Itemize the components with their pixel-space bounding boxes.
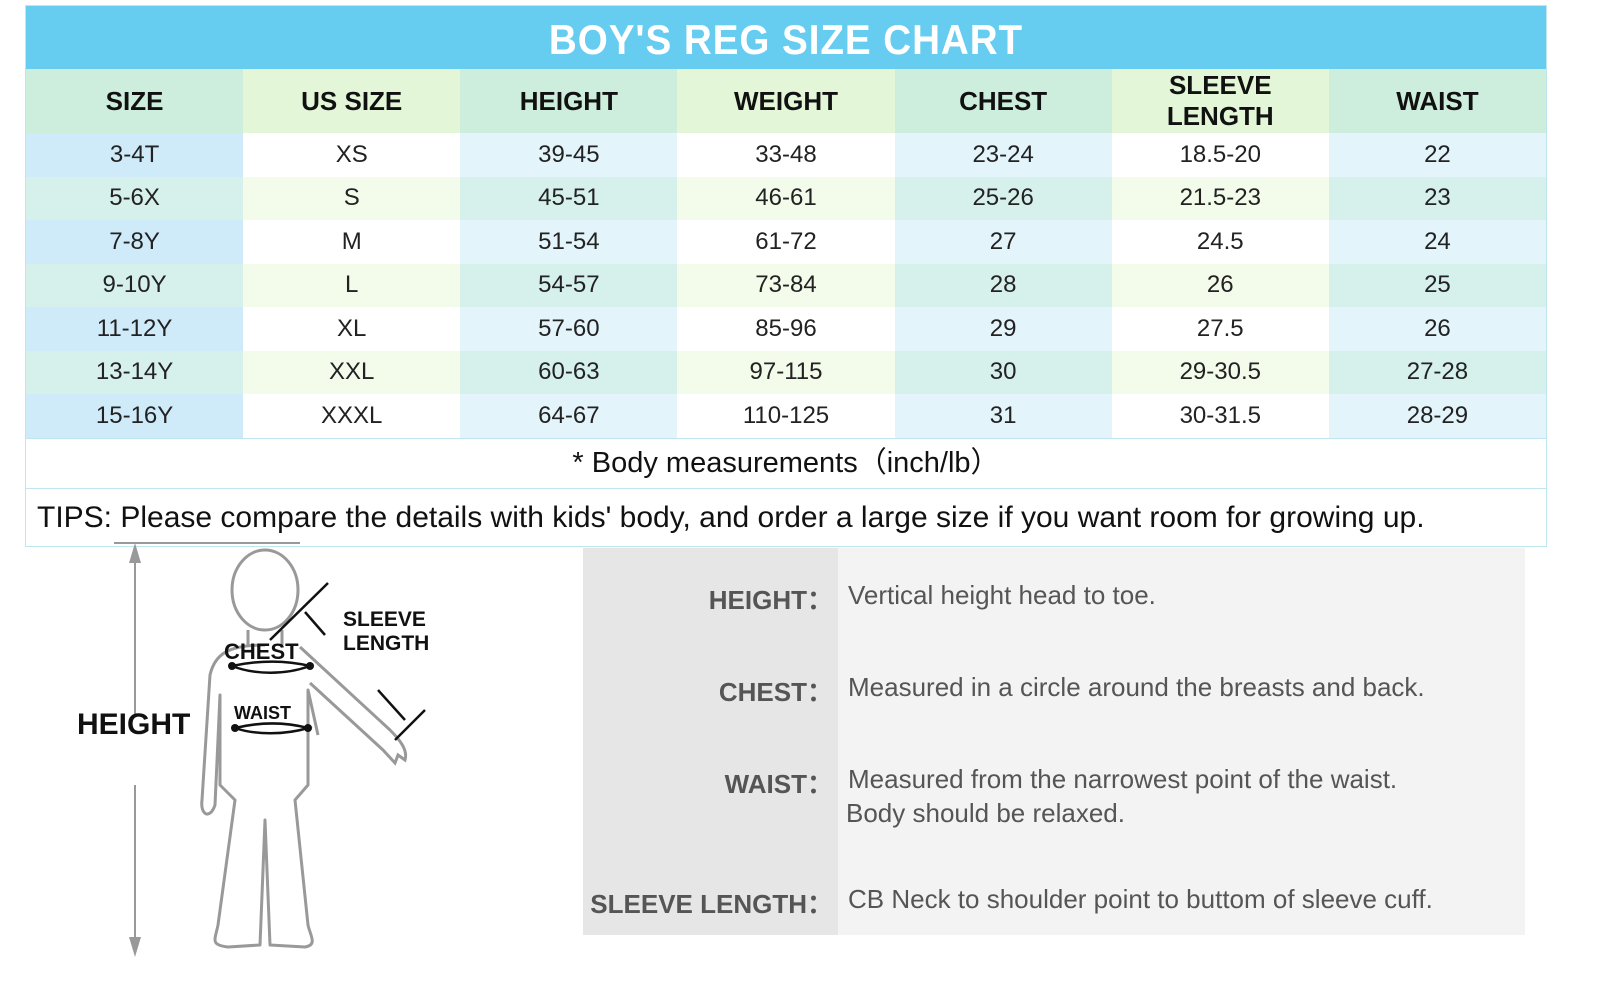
table-cell: 18.5-20 — [1111, 133, 1329, 177]
table-cell: 25 — [1328, 263, 1546, 307]
table-row: 15-16Y XXXL 64-67 110-125 31 30-31.5 28-29 — [26, 394, 1546, 438]
table-cell: S — [243, 176, 461, 220]
table-cell: 28 — [894, 263, 1112, 307]
table-cell: 61-72 — [677, 220, 895, 264]
table-cell: 57-60 — [460, 307, 678, 351]
table-row: 13-14Y XXL 60-63 97-115 30 29-30.5 27-28 — [26, 350, 1546, 394]
table-cell: 54-57 — [460, 263, 678, 307]
table-cell: 23 — [1328, 176, 1546, 220]
table-cell: 31 — [894, 394, 1112, 438]
definition-term: CHEST： — [718, 677, 833, 707]
table-cell: 28-29 — [1328, 394, 1546, 438]
table-cell: 24.5 — [1111, 220, 1329, 264]
table-cell: 24 — [1328, 220, 1546, 264]
table-cell: 73-84 — [677, 263, 895, 307]
table-cell: 15-16Y — [26, 394, 244, 438]
table-cell: 46-61 — [677, 176, 895, 220]
table-cell: 110-125 — [677, 394, 895, 438]
table-cell: 21.5-23 — [1111, 176, 1329, 220]
table-cell: 7-8Y — [26, 220, 244, 264]
table-cell: 26 — [1111, 263, 1329, 307]
table-cell: XL — [243, 307, 461, 351]
column-header: US SIZE — [243, 69, 461, 133]
table-cell: 3-4T — [26, 133, 244, 177]
definition-term: WAIST： — [724, 769, 833, 799]
definition-text: Body should be relaxed. — [846, 798, 1125, 828]
table-cell: 11-12Y — [26, 307, 244, 351]
table-cell: 97-115 — [677, 350, 895, 394]
definition-text: CB Neck to shoulder point to buttom of s… — [848, 884, 1433, 914]
column-header: WAIST — [1328, 69, 1546, 133]
table-row: 3-4T XS 39-45 33-48 23-24 18.5-20 22 — [26, 133, 1546, 177]
table-cell: XS — [243, 133, 461, 177]
definition-term: HEIGHT： — [708, 585, 833, 615]
table-cell: 29 — [894, 307, 1112, 351]
table-cell: 23-24 — [894, 133, 1112, 177]
table-cell: 25-26 — [894, 176, 1112, 220]
table-cell: 51-54 — [460, 220, 678, 264]
definition-text: Vertical height head to toe. — [848, 580, 1156, 610]
figure-chest-label: CHEST — [224, 639, 299, 664]
table-cell: 85-96 — [677, 307, 895, 351]
table-cell: L — [243, 263, 461, 307]
definition-text: Measured in a circle around the breasts … — [848, 672, 1425, 702]
table-cell: M — [243, 220, 461, 264]
figure-height-label: HEIGHT — [77, 708, 190, 741]
figure-waist-label: WAIST — [234, 703, 291, 723]
table-cell: 33-48 — [677, 133, 895, 177]
table-cell: 5-6X — [26, 176, 244, 220]
column-header: HEIGHT — [460, 69, 678, 133]
table-row: 5-6X S 45-51 46-61 25-26 21.5-23 23 — [26, 176, 1546, 220]
column-header: SLEEVE LENGTH — [1111, 69, 1329, 133]
column-header: WEIGHT — [677, 69, 895, 133]
figure-sleeve-label: SLEEVE — [343, 608, 426, 631]
table-cell: 27-28 — [1328, 350, 1546, 394]
tips-text: TIPS: Please compare the details with ki… — [26, 487, 1546, 546]
table-cell: 26 — [1328, 307, 1546, 351]
table-cell: 30 — [894, 350, 1112, 394]
table-cell: 27 — [894, 220, 1112, 264]
table-cell: XXL — [243, 350, 461, 394]
header-row: SIZE US SIZE HEIGHT WEIGHT CHEST SLEEVE LENGT… — [26, 69, 1546, 133]
table-cell: 9-10Y — [26, 263, 244, 307]
table-cell: 60-63 — [460, 350, 678, 394]
table-cell: 64-67 — [460, 394, 678, 438]
table-cell: 13-14Y — [26, 350, 244, 394]
size-table: SIZE US SIZE HEIGHT WEIGHT CHEST SLEEVE LENGT… — [26, 69, 1546, 438]
table-row: 11-12Y XL 57-60 85-96 29 27.5 26 — [26, 307, 1546, 351]
table-cell: XXXL — [243, 394, 461, 438]
table-row: 7-8Y M 51-54 61-72 27 24.5 24 — [26, 220, 1546, 264]
column-header: SIZE — [26, 69, 244, 133]
table-cell: 30-31.5 — [1111, 394, 1329, 438]
table-cell: 22 — [1328, 133, 1546, 177]
table-cell: 29-30.5 — [1111, 350, 1329, 394]
table-cell: 45-51 — [460, 176, 678, 220]
measurement-note: * Body measurements（inch/lb） — [26, 437, 1546, 488]
table-row: 9-10Y L 54-57 73-84 28 26 25 — [26, 263, 1546, 307]
column-header: CHEST — [894, 69, 1112, 133]
table-cell: 39-45 — [460, 133, 678, 177]
figure-length-label: LENGTH — [343, 632, 429, 655]
table-cell: 27.5 — [1111, 307, 1329, 351]
definition-term: SLEEVE LENGTH： — [590, 889, 833, 919]
chart-title: BOY'S REG SIZE CHART — [86, 6, 1486, 69]
body-measurement-figure: HEIGHT CHEST WAIST SLEEVE LENGTH — [77, 542, 429, 957]
size-chart: BOY'S REG SIZE CHART SIZE US SIZE HEIGHT WE… — [25, 5, 1547, 547]
definitions-panel: HEIGHT： Vertical height head to toe. CHEST… — [583, 548, 1525, 935]
definition-text: Measured from the narrowest point of the… — [848, 764, 1398, 794]
